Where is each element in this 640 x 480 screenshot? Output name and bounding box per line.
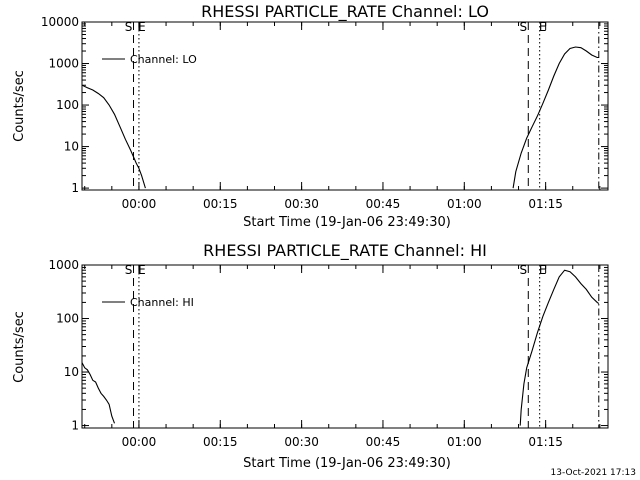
- chart-title: RHESSI PARTICLE_RATE Channel: LO: [201, 2, 489, 22]
- marker-label: E: [539, 263, 547, 277]
- print-timestamp: 13-Oct-2021 17:13: [551, 468, 636, 478]
- series-line: [512, 46, 599, 189]
- plot-frame: [81, 21, 609, 191]
- y-tick-label: 10000: [41, 15, 79, 29]
- x-axis-label: Start Time (19-Jan-06 23:49:30): [243, 215, 451, 230]
- series-line: [82, 362, 116, 424]
- marker-label: S: [125, 263, 133, 277]
- y-axis-label: Counts/sec: [12, 311, 27, 383]
- x-tick-label: 00:15: [203, 197, 238, 211]
- y-tick-label: 1000: [48, 258, 79, 272]
- x-tick-label: 00:00: [122, 197, 157, 211]
- x-tick-label: 00:00: [122, 435, 157, 449]
- y-tick-label: 10: [64, 365, 79, 379]
- x-tick-label: 01:00: [447, 197, 482, 211]
- marker-label: S: [125, 20, 133, 34]
- y-tick-label: 10: [64, 140, 79, 154]
- legend-entry: Channel: HI: [130, 296, 194, 309]
- series-line: [519, 269, 600, 426]
- marker-label: E: [138, 263, 146, 277]
- y-tick-label: 100: [56, 98, 79, 112]
- y-axis-label: Counts/sec: [12, 70, 27, 142]
- x-tick-label: 01:15: [528, 197, 563, 211]
- y-tick-label: 1: [71, 181, 79, 195]
- x-tick-label: 00:45: [366, 435, 401, 449]
- x-tick-label: 00:45: [366, 197, 401, 211]
- chart-title: RHESSI PARTICLE_RATE Channel: HI: [203, 241, 487, 261]
- y-tick-label: 100: [56, 312, 79, 326]
- x-tick-label: 00:30: [284, 435, 319, 449]
- x-tick-label: 00:30: [284, 197, 319, 211]
- plot-frame: [81, 264, 609, 429]
- x-axis-label: Start Time (19-Jan-06 23:49:30): [243, 456, 451, 471]
- marker-label: E: [138, 20, 146, 34]
- marker-label: E: [539, 20, 547, 34]
- y-tick-label: 1: [71, 419, 79, 433]
- x-tick-label: 00:15: [203, 435, 238, 449]
- legend-entry: Channel: LO: [130, 53, 197, 66]
- series-line: [82, 84, 146, 189]
- x-tick-label: 01:15: [528, 435, 563, 449]
- x-tick-label: 01:00: [447, 435, 482, 449]
- marker-label: S: [519, 263, 527, 277]
- marker-label: S: [519, 20, 527, 34]
- y-tick-label: 1000: [48, 57, 79, 71]
